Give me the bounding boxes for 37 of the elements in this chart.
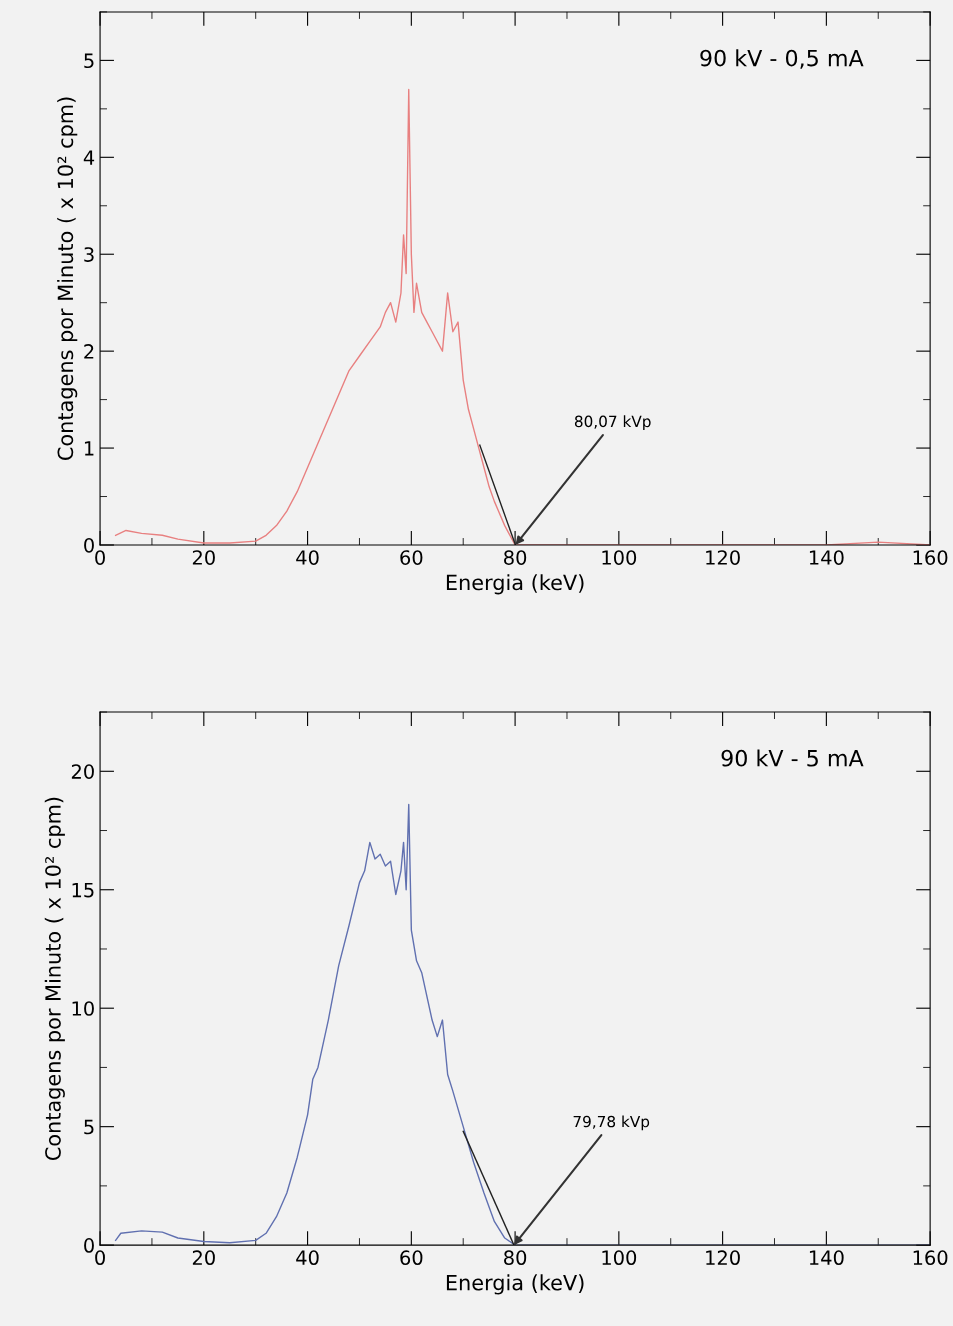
x-tick-label: 80 <box>504 550 527 565</box>
x-tick-label: 140 <box>809 550 844 565</box>
y-tick-label: 15 <box>72 882 94 898</box>
y-tick-label: 0 <box>84 1238 94 1253</box>
y-tick-label: 4 <box>83 150 95 165</box>
x-tick-label: 60 <box>400 550 423 565</box>
y-axis-title: Contagens por Minuto ( x 10² cpm) <box>57 97 78 460</box>
x-tick-label: 0 <box>95 550 105 565</box>
x-tick-label: 140 <box>809 1250 844 1266</box>
x-tick-label: 20 <box>192 550 215 565</box>
annotation: 90 kV - 0,5 mA <box>700 49 864 69</box>
x-axis-title: Energia (keV) <box>446 574 584 595</box>
x-tick-label: 20 <box>192 1250 215 1266</box>
y-axis-title: Contagens por Minuto ( x 10² cpm) <box>44 797 65 1161</box>
y-tick-label: 5 <box>84 53 94 69</box>
x-tick-label: 100 <box>602 550 637 565</box>
x-tick-label: 80 <box>504 1250 527 1266</box>
x-axis-title: Energia (keV) <box>446 1274 584 1295</box>
y-tick-label: 5 <box>84 1119 94 1135</box>
x-tick-label: 40 <box>296 1250 319 1266</box>
x-tick-label: 40 <box>296 550 319 565</box>
y-tick-label: 0 <box>84 537 94 553</box>
x-tick-label: 0 <box>95 1250 105 1266</box>
x-tick-label: 120 <box>706 550 740 565</box>
y-tick-label: 3 <box>84 247 94 262</box>
y-tick-label: 10 <box>72 1001 94 1016</box>
x-tick-label: 60 <box>400 1250 423 1266</box>
y-tick-label: 1 <box>84 441 94 456</box>
y-tick-label: 2 <box>84 344 94 359</box>
annotation: 79,78 kVp <box>573 1115 650 1131</box>
y-tick-label: 20 <box>71 764 94 779</box>
x-tick-label: 160 <box>913 550 948 565</box>
x-tick-label: 160 <box>913 1250 948 1266</box>
x-tick-label: 100 <box>602 1250 637 1266</box>
annotation: 90 kV - 5 mA <box>721 749 864 767</box>
x-tick-label: 120 <box>706 1250 740 1266</box>
annotation: 80,07 kVp <box>574 415 651 431</box>
